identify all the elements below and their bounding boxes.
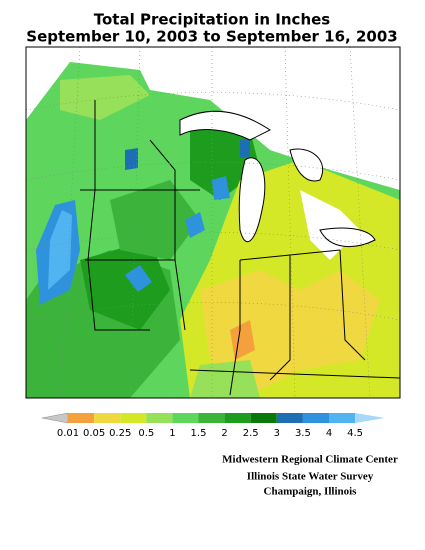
- legend-label: 1: [169, 428, 175, 439]
- state-line: [149, 139, 186, 331]
- legend-arrow-high: [355, 413, 386, 423]
- no-data-area: [220, 50, 400, 185]
- legend-swatch: [68, 413, 95, 423]
- precip-area: [230, 320, 255, 360]
- title-line-2: September 10, 2003 to September 16, 2003: [26, 28, 397, 46]
- map: [25, 46, 401, 399]
- legend-label: 2: [221, 428, 227, 439]
- legend: 0.01 0.05 0.25 0.5 1 1.5 2 2.5 3 3.5 4 4.5: [41, 412, 386, 439]
- legend-label: 3: [274, 428, 280, 439]
- legend-swatch: [224, 413, 251, 423]
- legend-label: 2.5: [243, 428, 259, 439]
- legend-label: 0.5: [138, 428, 154, 439]
- legend-swatch: [250, 413, 277, 423]
- legend-label: 4: [326, 428, 332, 439]
- precip-area: [80, 240, 170, 330]
- lake: [319, 227, 376, 248]
- legend-swatch: [329, 413, 356, 423]
- precip-area: [185, 212, 205, 238]
- legend-label: 0.05: [83, 428, 105, 439]
- legend-swatch: [198, 413, 225, 423]
- legend-label: 0.25: [109, 428, 131, 439]
- precip-area: [125, 148, 138, 170]
- state-line: [229, 260, 241, 396]
- legend-arrow-low: [41, 412, 69, 424]
- lake: [289, 148, 324, 182]
- lake: [238, 157, 266, 242]
- state-line: [339, 249, 366, 361]
- legend-label: 4.5: [347, 428, 363, 439]
- precip-area: [190, 360, 260, 398]
- state-line: [239, 249, 341, 261]
- precip-area: [212, 176, 230, 200]
- legend-swatch: [276, 413, 303, 423]
- state-line: [189, 369, 400, 379]
- legend-swatch: [302, 413, 329, 423]
- credit-line: Champaign, Illinois: [264, 486, 358, 498]
- credit-line: Illinois State Water Survey: [247, 471, 374, 483]
- credit-line: Midwestern Regional Climate Center: [222, 454, 398, 466]
- lake: [179, 110, 271, 141]
- precip-area: [60, 75, 150, 120]
- legend-swatch: [94, 413, 121, 423]
- precip-area: [240, 138, 250, 158]
- legend-swatch: [146, 413, 173, 423]
- precip-area: [48, 210, 72, 290]
- legend-label: 1.5: [191, 428, 207, 439]
- precip-area: [110, 180, 200, 260]
- legend-swatch: [120, 413, 147, 423]
- title-line-1: Total Precipitation in Inches: [94, 11, 331, 29]
- map-frame: [25, 46, 401, 399]
- legend-label: 0.01: [57, 428, 79, 439]
- legend-swatch: [172, 413, 199, 423]
- precip-area: [125, 265, 152, 292]
- legend-label: 3.5: [295, 428, 311, 439]
